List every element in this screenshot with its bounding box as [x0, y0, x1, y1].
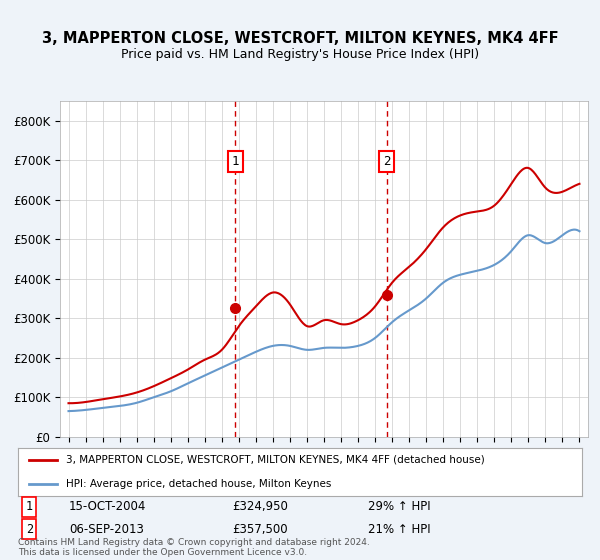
Text: 29% ↑ HPI: 29% ↑ HPI — [368, 500, 430, 514]
Text: 3, MAPPERTON CLOSE, WESTCROFT, MILTON KEYNES, MK4 4FF: 3, MAPPERTON CLOSE, WESTCROFT, MILTON KE… — [41, 31, 559, 46]
Text: 21% ↑ HPI: 21% ↑ HPI — [368, 522, 430, 536]
Text: Contains HM Land Registry data © Crown copyright and database right 2024.
This d: Contains HM Land Registry data © Crown c… — [18, 538, 370, 557]
Text: 1: 1 — [232, 155, 239, 168]
Text: £357,500: £357,500 — [232, 522, 288, 536]
Text: Price paid vs. HM Land Registry's House Price Index (HPI): Price paid vs. HM Land Registry's House … — [121, 48, 479, 60]
Text: 06-SEP-2013: 06-SEP-2013 — [69, 522, 143, 536]
Text: HPI: Average price, detached house, Milton Keynes: HPI: Average price, detached house, Milt… — [66, 479, 331, 489]
Text: 2: 2 — [26, 522, 33, 536]
Text: 15-OCT-2004: 15-OCT-2004 — [69, 500, 146, 514]
Text: 1: 1 — [26, 500, 33, 514]
Text: £324,950: £324,950 — [232, 500, 288, 514]
Text: 3, MAPPERTON CLOSE, WESTCROFT, MILTON KEYNES, MK4 4FF (detached house): 3, MAPPERTON CLOSE, WESTCROFT, MILTON KE… — [66, 455, 485, 465]
Text: 2: 2 — [383, 155, 391, 168]
